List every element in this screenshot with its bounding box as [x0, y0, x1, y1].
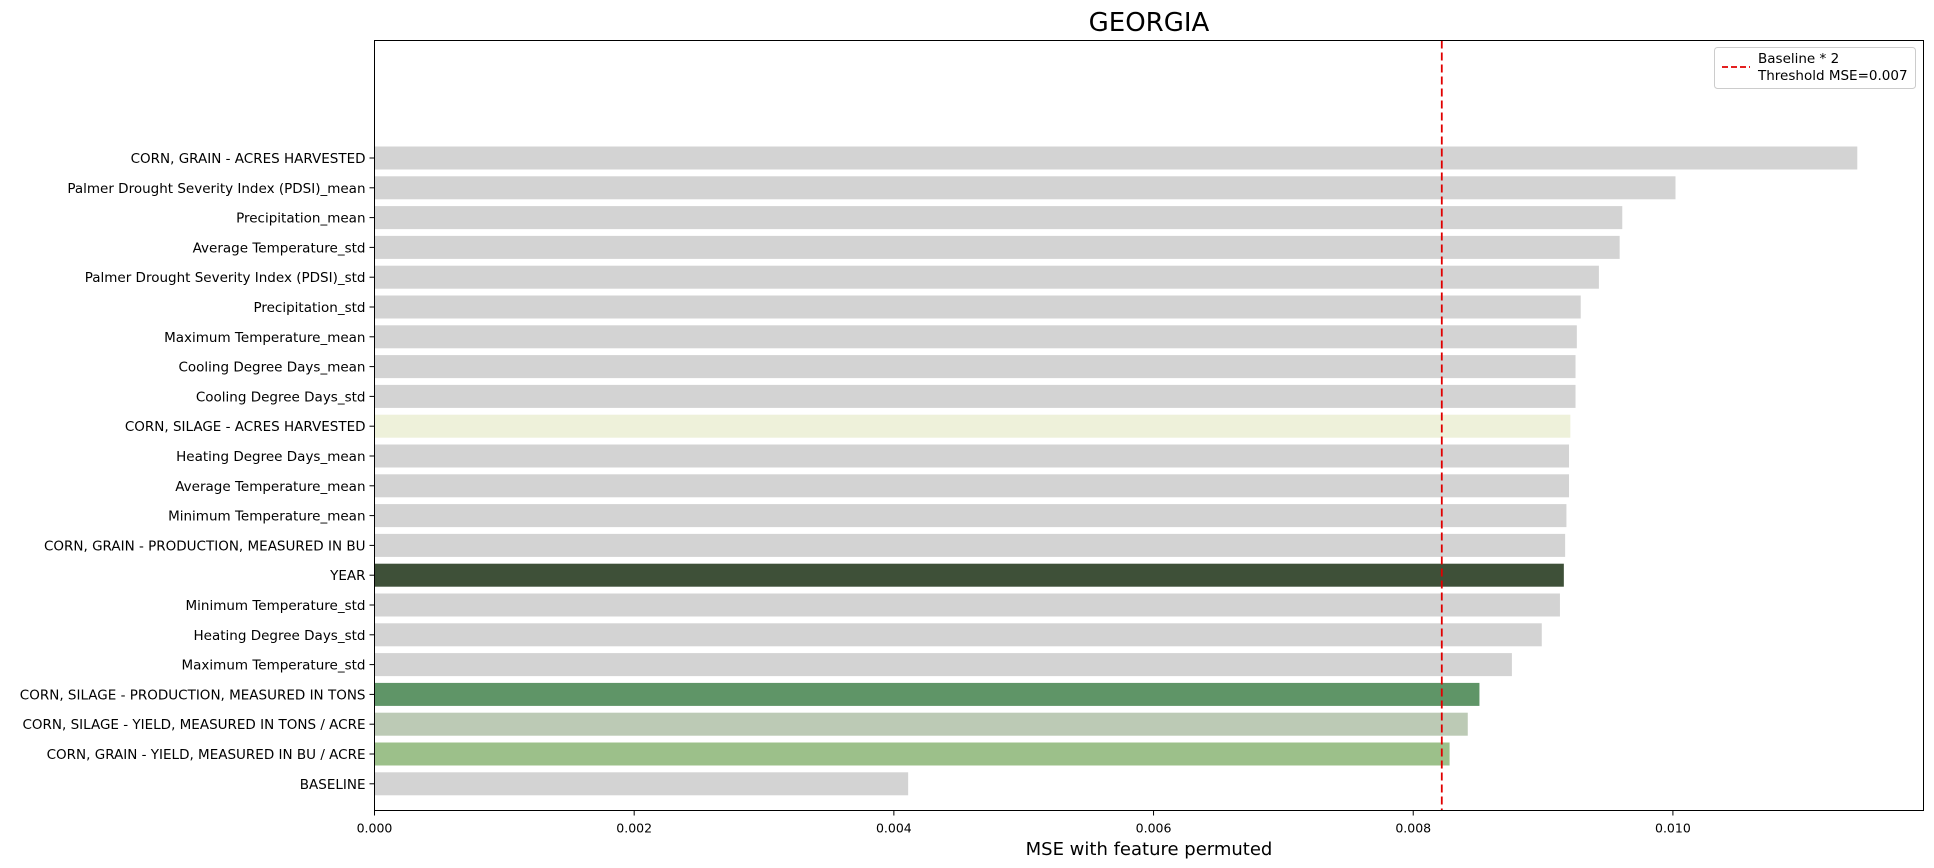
x-tick-label: 0.000 [357, 821, 393, 836]
bar [374, 772, 909, 796]
y-tick-label: Precipitation_mean [236, 211, 365, 227]
y-tick-label: Minimum Temperature_std [185, 598, 365, 614]
bar [374, 563, 1564, 587]
bar [374, 474, 1570, 498]
x-tick-label: 0.004 [876, 821, 912, 836]
y-tick-labels: CORN, GRAIN - ACRES HARVESTED Palmer Drou… [20, 151, 375, 793]
bar [374, 533, 1566, 557]
y-tick-label: CORN, GRAIN - ACRES HARVESTED [131, 151, 366, 167]
bar [374, 623, 1542, 647]
bar [374, 712, 1468, 736]
y-tick-label: CORN, GRAIN - PRODUCTION, MEASURED IN BU [44, 538, 366, 554]
y-tick-label: Maximum Temperature_mean [164, 330, 365, 346]
x-tick-label: 0.008 [1395, 821, 1431, 836]
bar [374, 355, 1576, 379]
bar [374, 593, 1560, 617]
bar [374, 682, 1480, 706]
y-tick-label: Cooling Degree Days_mean [178, 360, 365, 376]
y-tick-label: Minimum Temperature_mean [168, 509, 365, 525]
y-tick-label: Palmer Drought Severity Index (PDSI)_mea… [67, 181, 365, 197]
bar [374, 176, 1676, 200]
bar [374, 295, 1581, 319]
y-tick-label: CORN, SILAGE - PRODUCTION, MEASURED IN T… [20, 687, 366, 703]
legend-label-line1: Baseline * 2 [1758, 51, 1839, 67]
x-axis-ticks: 0.000 0.002 0.004 0.006 0.008 0.010 [357, 810, 1691, 836]
legend-label-line2: Threshold MSE=0.007 [1757, 68, 1908, 84]
y-tick-label: Heating Degree Days_std [194, 628, 366, 644]
bar [374, 742, 1450, 766]
bar [374, 444, 1570, 468]
y-tick-label: Precipitation_std [253, 300, 365, 316]
y-tick-label: Maximum Temperature_std [182, 658, 366, 674]
bar [374, 504, 1567, 528]
bar [374, 265, 1599, 289]
y-tick-label: Heating Degree Days_mean [176, 449, 365, 465]
y-tick-label: CORN, GRAIN - YIELD, MEASURED IN BU / AC… [47, 747, 366, 763]
y-tick-label: CORN, SILAGE - ACRES HARVESTED [125, 419, 366, 435]
y-tick-label: YEAR [329, 568, 365, 584]
bar [374, 414, 1571, 438]
chart-title: GEORGIA [1089, 8, 1210, 38]
bar [374, 653, 1512, 677]
y-tick-label: CORN, SILAGE - YIELD, MEASURED IN TONS /… [22, 717, 365, 733]
y-tick-label: Cooling Degree Days_std [196, 389, 366, 405]
y-tick-label: Palmer Drought Severity Index (PDSI)_std [85, 270, 366, 286]
legend-box [1714, 47, 1916, 89]
x-tick-label: 0.002 [616, 821, 652, 836]
bars-group [374, 146, 1858, 796]
plot-frame [374, 40, 1924, 811]
y-tick-label: BASELINE [300, 777, 366, 793]
x-tick-label: 0.010 [1655, 821, 1691, 836]
bar [374, 384, 1576, 408]
y-tick-label: Average Temperature_std [193, 240, 366, 256]
bar [374, 325, 1577, 349]
bar [374, 206, 1623, 230]
bar [374, 235, 1620, 259]
bar [374, 146, 1858, 170]
legend: Baseline * 2 Threshold MSE=0.007 [1714, 47, 1916, 89]
y-tick-label: Average Temperature_mean [175, 479, 365, 495]
x-tick-label: 0.006 [1136, 821, 1172, 836]
x-axis-label: MSE with feature permuted [1026, 839, 1273, 860]
